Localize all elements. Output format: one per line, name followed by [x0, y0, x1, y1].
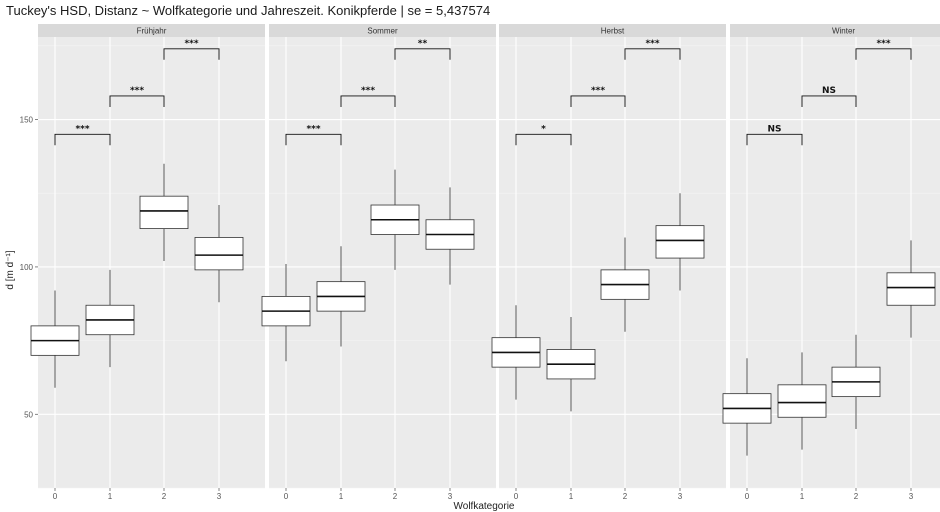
significance-label: ***	[645, 39, 659, 49]
panel-strip	[499, 24, 726, 37]
panel-strip	[269, 24, 496, 37]
significance-bracket: **	[394, 39, 451, 60]
significance-label: *	[541, 124, 546, 134]
box-0	[722, 358, 772, 456]
significance-bracket: ***	[624, 39, 681, 60]
x-tick-label: 0	[745, 492, 750, 501]
significance-bracket: ***	[109, 86, 165, 107]
x-tick-label: 3	[678, 492, 683, 501]
significance-label: ***	[361, 86, 375, 96]
box-1	[546, 317, 596, 412]
y-tick-label: 50	[24, 410, 33, 419]
significance-bracket: NS	[801, 86, 857, 107]
panel-2: Herbst*******0 1 2 3	[491, 24, 726, 501]
panel-0: Frühjahr *** *** *** 0 1 2 3	[30, 24, 265, 501]
bracket-line	[109, 95, 165, 107]
bracket-line	[394, 48, 451, 60]
x-tick-label: 0	[53, 492, 58, 501]
x-axis-title: Wolfkategorie	[454, 501, 515, 512]
y-axis-title: d [m d⁻¹]	[5, 250, 16, 289]
box-2	[139, 163, 189, 262]
bracket-line	[624, 48, 681, 60]
box-0	[30, 290, 80, 388]
significance-bracket: ***	[285, 124, 342, 146]
bracket-line	[340, 95, 396, 107]
box-0	[491, 305, 541, 400]
significance-label: ***	[184, 39, 198, 49]
box-body	[194, 237, 244, 271]
significance-bracket: ***	[54, 124, 111, 146]
box-3	[655, 193, 705, 291]
significance-label: ***	[306, 124, 320, 134]
bracket-line	[163, 48, 220, 60]
panel-strip-label: Frühjahr	[137, 27, 167, 36]
x-tick-label: 0	[284, 492, 289, 501]
significance-bracket: ***	[570, 86, 626, 107]
box-2	[600, 237, 650, 332]
x-tick-label: 2	[623, 492, 628, 501]
significance-label: ***	[130, 86, 144, 96]
x-tick-label: 3	[448, 492, 453, 501]
x-tick-label: 1	[569, 492, 574, 501]
significance-bracket: ***	[163, 39, 220, 60]
significance-bracket: NS	[746, 124, 803, 146]
significance-bracket: ***	[340, 86, 396, 107]
y-tick-label: 150	[20, 116, 34, 125]
x-tick-label: 3	[909, 492, 914, 501]
x-tick-label: 2	[854, 492, 859, 501]
box-1	[85, 269, 135, 368]
x-tick-label: 2	[393, 492, 398, 501]
bracket-line	[746, 133, 803, 146]
box-body	[655, 225, 705, 259]
x-tick-label: 0	[514, 492, 519, 501]
significance-bracket: *	[515, 124, 572, 146]
box-2	[831, 334, 881, 430]
bracket-line	[855, 48, 912, 60]
box-body	[777, 384, 827, 418]
panel-strip-label: Winter	[832, 27, 855, 36]
x-tick-label: 1	[800, 492, 805, 501]
x-tick-label: 1	[108, 492, 113, 501]
box-2	[370, 169, 420, 270]
bracket-line	[801, 95, 857, 107]
panel-background	[499, 37, 726, 488]
box-1	[777, 352, 827, 450]
significance-label: ***	[876, 39, 890, 49]
x-tick-label: 1	[339, 492, 344, 501]
panel-background	[269, 37, 496, 488]
box-3	[886, 240, 936, 338]
y-axis: 50 100 150	[20, 116, 38, 419]
box-3	[194, 205, 244, 303]
significance-label: ***	[75, 124, 89, 134]
bracket-line	[285, 133, 342, 146]
bracket-line	[570, 95, 626, 107]
panel-strip	[730, 24, 940, 37]
panel-1: Sommer********0 1 2 3	[261, 24, 496, 501]
y-tick-label: 100	[20, 263, 34, 272]
box-3	[425, 187, 475, 285]
significance-bracket: ***	[855, 39, 912, 60]
panel-strip-label: Herbst	[601, 27, 625, 36]
significance-label: NS	[822, 86, 836, 96]
box-1	[316, 246, 366, 347]
significance-label: NS	[767, 124, 781, 134]
panel-strip-label: Sommer	[367, 27, 398, 36]
box-0	[261, 263, 311, 362]
box-body	[139, 195, 189, 230]
significance-label: ***	[591, 86, 605, 96]
bracket-line	[54, 133, 111, 146]
chart-title: Tuckey's HSD, Distanz ~ Wolfkategorie un…	[6, 3, 491, 18]
bracket-line	[515, 133, 572, 146]
box-body	[886, 272, 936, 306]
x-tick-label: 3	[217, 492, 222, 501]
significance-label: **	[418, 39, 428, 49]
panel-3: Winter NS NS *** 0 1 2 3	[722, 24, 940, 501]
panel-strip	[38, 24, 265, 37]
x-tick-label: 2	[162, 492, 167, 501]
